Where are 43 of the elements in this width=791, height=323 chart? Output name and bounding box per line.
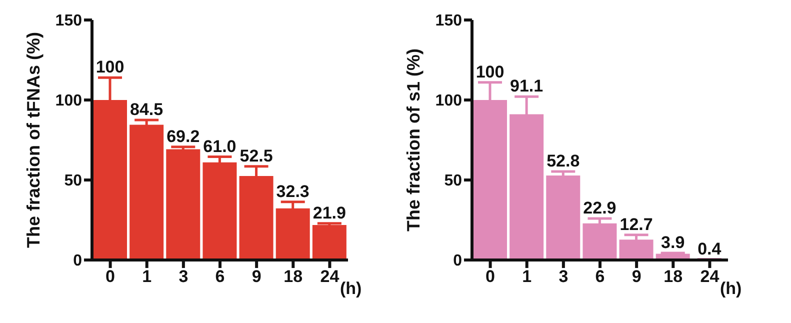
x-tick-label: 0 — [106, 267, 116, 286]
data-label: 52.8 — [546, 152, 580, 171]
x-tick-label: 24 — [320, 267, 340, 286]
y-tick-label: 150 — [435, 12, 462, 30]
y-tick-label: 100 — [55, 92, 82, 110]
x-tick-label: 0 — [486, 267, 496, 286]
data-label: 12.7 — [620, 214, 653, 234]
data-label: 84.5 — [130, 100, 164, 119]
x-axis-title: (h) — [340, 279, 362, 298]
x-tick-label: 18 — [664, 267, 683, 286]
x-tick-label: 18 — [284, 267, 303, 286]
y-tick-label: 100 — [435, 92, 462, 110]
x-tick-label: 1 — [522, 267, 532, 286]
data-label: 22.9 — [583, 198, 616, 218]
data-label: 100 — [476, 62, 504, 82]
x-axis-title: (h) — [720, 279, 742, 298]
bar — [166, 149, 200, 260]
data-label: 61.0 — [203, 136, 236, 156]
bar — [312, 224, 346, 260]
y-tick-label: 0 — [73, 252, 82, 270]
x-tick-label: 9 — [632, 267, 642, 286]
y-tick-label: 50 — [64, 172, 82, 190]
x-tick-label: 6 — [215, 267, 225, 286]
x-tick-label: 1 — [142, 267, 152, 286]
data-label: 69.2 — [166, 126, 200, 146]
data-label: 21.9 — [312, 203, 346, 222]
x-tick-label: 24 — [700, 267, 720, 286]
data-label: 0.4 — [698, 239, 722, 258]
x-tick-label: 9 — [252, 267, 262, 286]
data-label: 52.5 — [240, 146, 273, 166]
data-label: 91.1 — [510, 76, 544, 96]
data-label: 100 — [96, 58, 124, 77]
y-tick-label: 150 — [55, 12, 82, 30]
y-tick-label: 50 — [444, 172, 462, 190]
y-axis-title: The fraction of tFNAs (%) — [23, 32, 44, 248]
data-label: 3.9 — [661, 232, 685, 252]
x-tick-label: 3 — [178, 267, 188, 286]
x-tick-label: 6 — [595, 267, 605, 286]
y-tick-label: 0 — [453, 252, 462, 270]
y-axis-title: The fraction of s1 (%) — [403, 48, 424, 232]
x-tick-label: 3 — [558, 267, 568, 286]
data-label: 32.3 — [276, 182, 310, 201]
bar — [546, 176, 580, 260]
